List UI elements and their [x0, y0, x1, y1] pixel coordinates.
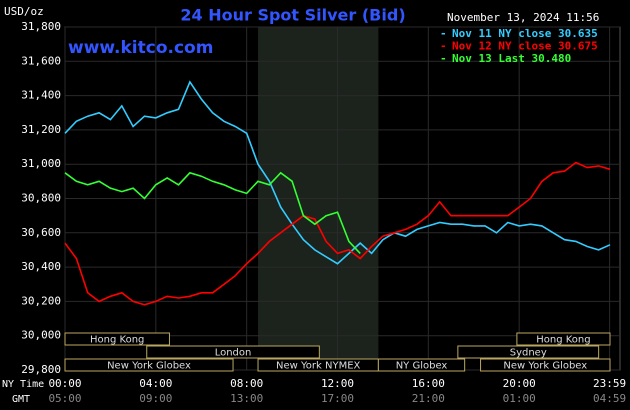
y-tick-label: 31,600	[21, 54, 61, 67]
timestamp: November 13, 2024 11:56	[447, 11, 599, 24]
legend-label: Nov 12 NY close 30.675	[452, 40, 598, 53]
y-tick-label: 30,200	[21, 294, 61, 307]
x2-tick-label: 13:00	[230, 392, 263, 405]
x-tick-label: 23:59	[593, 377, 626, 390]
session-bar	[516, 332, 611, 346]
session-bar	[146, 345, 320, 359]
y-tick-label: 29,800	[21, 363, 61, 376]
legend-marker: ‐	[440, 52, 447, 65]
y-tick-label: 30,400	[21, 260, 61, 273]
session-label: Hong Kong	[536, 335, 590, 346]
x-tick-label: 20:00	[503, 377, 536, 390]
y-tick-label: 31,000	[21, 157, 61, 170]
x2-row-label: GMT	[12, 394, 30, 405]
series-line	[64, 171, 361, 254]
session-bar	[480, 358, 611, 372]
x-tick-label: 16:00	[412, 377, 445, 390]
session-label: New York Globex	[107, 361, 191, 372]
session-bar	[64, 332, 170, 346]
y-tick-label: 31,400	[21, 89, 61, 102]
x2-tick-label: 05:00	[48, 392, 81, 405]
unit-label: USD/oz	[4, 5, 44, 18]
legend-label: Nov 13 Last 30.480	[452, 52, 571, 65]
watermark: www.kitco.com	[68, 38, 213, 58]
y-tick-label: 30,000	[21, 329, 61, 342]
session-bar	[457, 345, 600, 359]
x2-tick-label: 09:00	[139, 392, 172, 405]
x-tick-label: 08:00	[230, 377, 263, 390]
x-tick-label: 04:00	[139, 377, 172, 390]
session-label: New York NYMEX	[276, 361, 361, 372]
x2-tick-label: 04:59	[593, 392, 626, 405]
y-tick-label: 30,600	[21, 226, 61, 239]
legend-label: Nov 11 NY close 30.635	[452, 27, 598, 40]
series-line	[64, 161, 611, 306]
x-tick-label: 12:00	[321, 377, 354, 390]
legend-marker: ‐	[440, 40, 447, 53]
x2-tick-label: 17:00	[321, 392, 354, 405]
x2-tick-label: 21:00	[412, 392, 445, 405]
session-label: NY Globex	[396, 361, 448, 372]
session-bar	[377, 358, 466, 372]
y-tick-label: 31,200	[21, 123, 61, 136]
legend-marker: ‐	[440, 27, 447, 40]
series-line	[64, 80, 611, 265]
session-bar	[64, 358, 234, 372]
x-tick-label: 00:00	[48, 377, 81, 390]
session-label: Hong Kong	[90, 335, 144, 346]
session-label: New York Globex	[503, 361, 587, 372]
y-tick-label: 31,800	[21, 20, 61, 33]
x-row-label: NY Time	[2, 379, 44, 390]
y-tick-label: 30,800	[21, 192, 61, 205]
session-label: Sydney	[510, 348, 547, 359]
session-label: London	[215, 348, 252, 359]
x2-tick-label: 01:00	[503, 392, 536, 405]
chart-title: 24 Hour Spot Silver (Bid)	[180, 6, 405, 25]
